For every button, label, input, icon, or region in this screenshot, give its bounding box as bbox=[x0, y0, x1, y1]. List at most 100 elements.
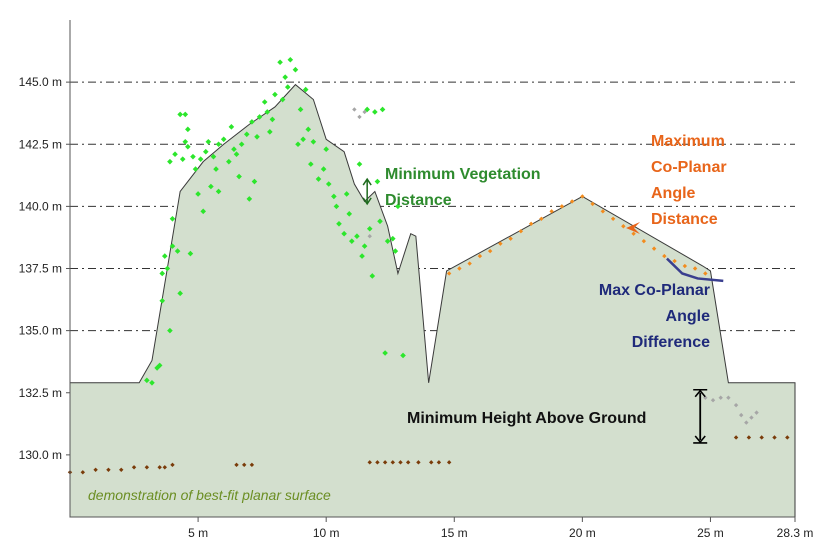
data-point bbox=[733, 435, 739, 440]
veg-arrow-head-bottom bbox=[362, 197, 372, 206]
data-point bbox=[256, 114, 263, 120]
x-tick-label: 10 m bbox=[313, 526, 340, 540]
data-point bbox=[177, 111, 183, 118]
y-axis-ticks: 130.0 m 132.5 m 135.0 m 137.5 m 140.0 m 142.5… bbox=[19, 75, 70, 462]
data-point bbox=[264, 109, 271, 115]
data-point bbox=[80, 470, 86, 475]
data-point bbox=[202, 148, 209, 155]
data-point bbox=[369, 273, 376, 279]
data-point bbox=[600, 209, 606, 214]
data-point bbox=[398, 460, 403, 465]
y-tick-label: 145.0 m bbox=[19, 75, 62, 89]
data-point bbox=[323, 146, 329, 153]
data-point bbox=[346, 211, 353, 217]
data-point bbox=[366, 225, 373, 232]
data-point bbox=[382, 460, 388, 465]
data-point bbox=[208, 183, 214, 190]
data-point bbox=[359, 253, 365, 259]
data-point bbox=[389, 235, 396, 242]
data-point bbox=[384, 238, 391, 244]
data-point bbox=[364, 106, 370, 113]
data-point bbox=[182, 138, 189, 145]
data-point bbox=[292, 66, 299, 73]
data-point bbox=[177, 290, 183, 297]
data-point bbox=[185, 126, 191, 133]
data-point bbox=[325, 181, 332, 187]
data-point bbox=[167, 158, 173, 165]
data-point bbox=[528, 221, 534, 226]
data-point bbox=[436, 460, 442, 465]
data-point bbox=[621, 224, 626, 229]
data-point bbox=[308, 161, 314, 167]
data-point bbox=[726, 395, 731, 400]
veg-distance-label-line2: Distance bbox=[385, 192, 452, 209]
measurement-arrows bbox=[362, 177, 708, 444]
data-point bbox=[228, 124, 235, 130]
data-point bbox=[267, 129, 273, 135]
data-point bbox=[215, 141, 222, 148]
data-point bbox=[662, 253, 667, 259]
data-point bbox=[416, 460, 421, 465]
data-point bbox=[718, 395, 723, 400]
data-point bbox=[272, 91, 278, 98]
data-point bbox=[692, 266, 698, 271]
coplanar-distance-label-line4: Distance bbox=[651, 211, 718, 228]
x-tick-label: 25 m bbox=[697, 526, 724, 540]
data-point bbox=[182, 111, 189, 118]
y-tick-label: 135.0 m bbox=[19, 324, 62, 338]
data-point bbox=[200, 208, 207, 215]
data-point bbox=[749, 415, 754, 420]
data-point bbox=[149, 380, 155, 386]
data-point bbox=[710, 398, 716, 403]
data-point bbox=[159, 298, 166, 304]
coplanar-distance-label-line2: Co-Planar bbox=[651, 159, 727, 176]
data-point bbox=[343, 191, 350, 197]
data-point bbox=[477, 253, 483, 259]
data-point bbox=[231, 146, 237, 153]
data-point bbox=[144, 377, 150, 384]
x-tick-label: 28.3 m bbox=[777, 526, 814, 540]
data-point bbox=[569, 199, 575, 204]
data-point bbox=[641, 238, 647, 244]
data-point bbox=[361, 243, 368, 249]
x-tick-label: 20 m bbox=[569, 526, 596, 540]
data-point bbox=[467, 261, 472, 266]
data-point bbox=[400, 352, 406, 359]
data-point bbox=[236, 173, 242, 180]
data-point bbox=[539, 216, 544, 221]
data-point bbox=[336, 220, 342, 227]
data-point bbox=[192, 166, 199, 172]
data-point bbox=[282, 74, 288, 80]
y-tick-label: 140.0 m bbox=[19, 199, 62, 213]
data-point bbox=[651, 246, 657, 251]
data-point bbox=[446, 271, 452, 276]
data-point bbox=[305, 126, 312, 133]
data-point bbox=[164, 265, 171, 272]
data-point bbox=[174, 248, 181, 254]
data-point bbox=[131, 465, 137, 470]
data-point bbox=[284, 84, 291, 90]
data-point bbox=[744, 420, 749, 425]
data-point bbox=[185, 143, 191, 150]
data-point bbox=[356, 161, 363, 167]
data-point bbox=[354, 233, 360, 239]
height-arrow-head-top bbox=[693, 388, 708, 398]
data-point bbox=[195, 191, 201, 197]
data-point bbox=[759, 435, 764, 440]
data-point bbox=[379, 106, 386, 113]
data-point bbox=[733, 402, 739, 408]
data-point bbox=[169, 216, 176, 222]
height-arrow-head-bottom bbox=[693, 435, 708, 444]
data-point bbox=[179, 156, 186, 162]
data-point bbox=[279, 96, 286, 103]
data-point bbox=[197, 156, 204, 162]
coplanar-diff-label-line1: Max Co-Planar bbox=[599, 282, 710, 299]
data-point bbox=[156, 362, 163, 369]
x-tick-label: 5 m bbox=[188, 526, 208, 540]
data-point bbox=[243, 131, 250, 138]
data-point bbox=[233, 151, 240, 157]
data-point bbox=[549, 209, 554, 214]
data-point bbox=[395, 203, 401, 210]
data-point bbox=[287, 56, 294, 63]
